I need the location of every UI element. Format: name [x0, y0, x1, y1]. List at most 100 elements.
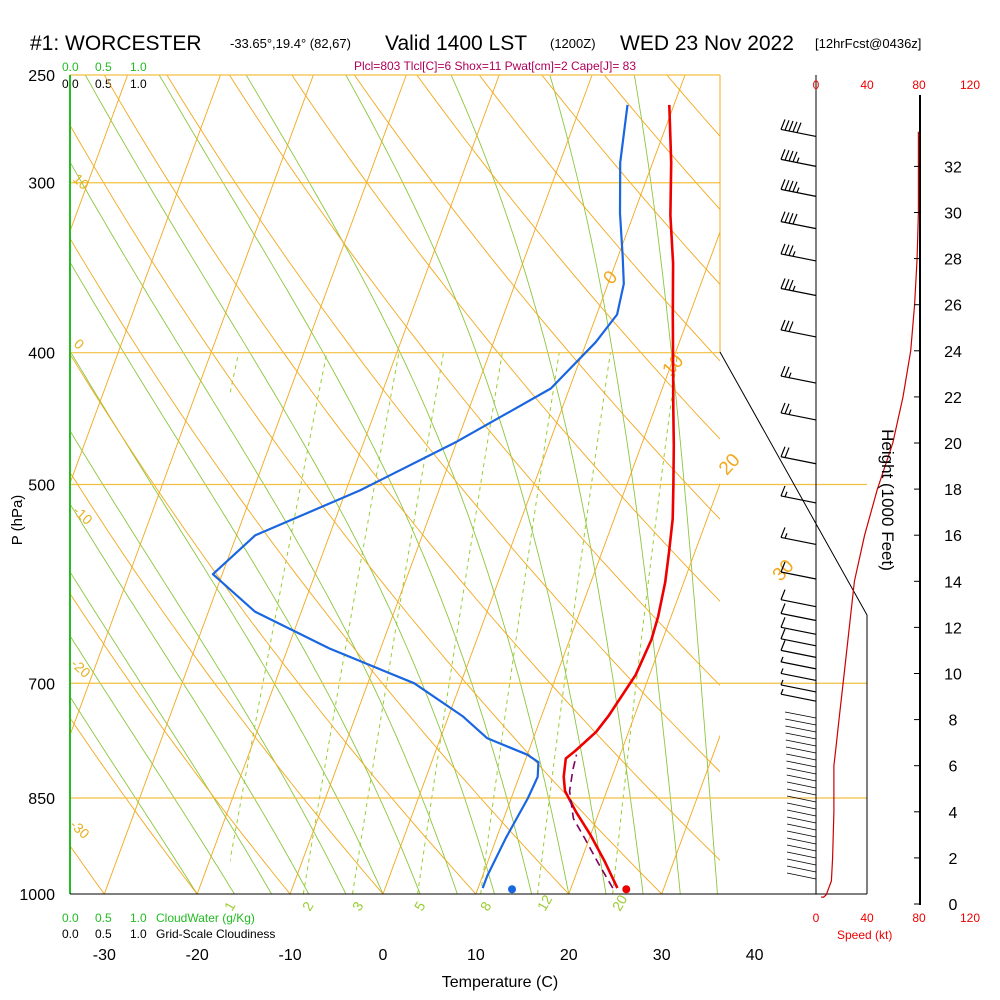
- mixing-ratio-12: [537, 352, 611, 894]
- wind-barb: [780, 628, 817, 647]
- x-tick-0: 0: [379, 947, 388, 964]
- p-tick-400: 400: [28, 346, 55, 363]
- wind-barb: [780, 603, 817, 622]
- low-level-wind-barb: [786, 830, 817, 838]
- dry-adiabat-60: [228, 75, 720, 686]
- parcel-line: [568, 754, 614, 889]
- low-level-wind-barb: [784, 711, 817, 719]
- low-level-wind-barb: [786, 823, 817, 831]
- height-tick-26: 26: [944, 298, 962, 315]
- cloud-tick-black-3: 1.0: [130, 77, 147, 91]
- p-tick-850: 850: [28, 791, 55, 808]
- dry-adiabat--10: [70, 592, 291, 894]
- cloud-tick-green-3: 1.0: [130, 60, 147, 74]
- wind-barb: [780, 278, 817, 297]
- x-tick--10: -10: [279, 947, 302, 964]
- low-level-wind-barb: [786, 753, 817, 761]
- low-level-wind-barb: [786, 767, 817, 775]
- moist-adiabat--16: [70, 634, 235, 894]
- dewpoint-line: [211, 104, 629, 889]
- x-tick--20: -20: [186, 947, 209, 964]
- height-tick-2: 2: [949, 851, 958, 868]
- surface-dewpoint-marker: [508, 885, 517, 894]
- y-axis-title: P (hPa): [9, 495, 26, 546]
- height-tick-28: 28: [944, 252, 962, 269]
- valid-time: Valid 1400 LST: [385, 32, 527, 55]
- low-level-wind-barb: [786, 760, 817, 768]
- speed-tick-bottom-120: 120: [960, 911, 980, 925]
- low-level-wind-barb: [786, 802, 817, 810]
- speed-panel: 0 40 80 120 0 40 80 120 Speed (kt): [813, 78, 981, 942]
- plot-frame: [69, 75, 868, 895]
- forecast-info: [12hrFcst@0436z]: [815, 36, 921, 51]
- mixing-ratio-label-2: 3: [349, 899, 367, 914]
- dry-adiabat-160: [832, 51, 1000, 923]
- isotherm--60: [70, 75, 129, 233]
- low-level-wind-barb: [786, 816, 817, 824]
- cloud-tick-green-2: 0.5: [95, 60, 112, 74]
- height-tick-16: 16: [944, 528, 962, 545]
- speed-tick-top-80: 80: [912, 78, 926, 92]
- low-level-wind-barb: [786, 858, 817, 866]
- low-level-wind-barb: [786, 788, 817, 796]
- dry-adiabat-40: [103, 75, 720, 861]
- mixing-ratio-0.4: [230, 352, 240, 396]
- p-tick-1000: 1000: [19, 887, 55, 904]
- surface-temperature-marker: [622, 885, 631, 894]
- cloud-scale-bottom: 0.0 0.5 1.0 CloudWater (g/Kg) 0.0 0.5 1.…: [62, 911, 275, 941]
- wind-barb: [780, 485, 817, 504]
- wind-barb: [780, 365, 817, 384]
- low-level-wind-barb: [785, 739, 817, 747]
- low-level-wind-barb: [786, 872, 817, 880]
- dry-adiabat-label-0: 10: [70, 170, 92, 192]
- cloud-tick-green-b3: 1.0: [130, 911, 147, 925]
- mixing-ratio-label-6: 20: [609, 892, 631, 914]
- moist-adiabat--4: [70, 429, 347, 894]
- wind-barb: [780, 589, 817, 608]
- mixing-ratio-lines: [230, 352, 679, 894]
- x-tick--30: -30: [93, 947, 116, 964]
- wind-barbs: [780, 119, 817, 880]
- speed-axis-label: Speed (kt): [837, 928, 892, 942]
- dry-adiabats: [0, 51, 1000, 923]
- low-level-wind-barb: [786, 781, 817, 789]
- cloud-tick-black-b2: 0.5: [95, 927, 112, 941]
- height-tick-18: 18: [944, 482, 962, 499]
- temperature-line: [562, 104, 676, 889]
- height-axis-title: Height (1000 Feet): [878, 429, 897, 571]
- height-tick-32: 32: [944, 159, 962, 176]
- dry-adiabat-label-3: -20: [68, 655, 94, 681]
- dry-adiabat-20: [70, 237, 570, 894]
- dry-adiabat--40: [0, 51, 31, 923]
- isotherm-label-2: 20: [715, 450, 745, 480]
- p-tick-700: 700: [28, 676, 55, 693]
- wind-barb: [780, 679, 817, 693]
- low-level-wind-barb: [785, 718, 817, 726]
- cloudwater-label: CloudWater (g/Kg): [156, 911, 255, 925]
- cloudiness-label: Grid-Scale Cloudiness: [156, 927, 275, 941]
- height-tick-30: 30: [944, 206, 962, 223]
- isotherm-label-0: 0: [599, 267, 622, 289]
- dry-adiabat-label-1: 0: [71, 335, 88, 352]
- wind-barb: [780, 149, 817, 167]
- p-tick-300: 300: [28, 176, 55, 193]
- dry-adiabat-90: [416, 75, 720, 440]
- low-level-wind-barb: [786, 809, 817, 817]
- wind-barb: [780, 688, 817, 702]
- dry-adiabat-70: [291, 75, 720, 602]
- cloud-tick-green-b2: 0.5: [95, 911, 112, 925]
- low-level-wind-barb: [786, 865, 817, 873]
- low-level-wind-barb: [786, 795, 817, 803]
- mixing-ratio-2: [302, 352, 400, 894]
- isobars: [70, 74, 867, 895]
- dry-adiabat-30: [70, 124, 663, 894]
- height-tick-20: 20: [944, 436, 962, 453]
- wind-barb: [780, 668, 817, 682]
- x-tick-30: 30: [653, 947, 671, 964]
- x-tick-20: 20: [560, 947, 578, 964]
- height-tick-22: 22: [944, 390, 962, 407]
- height-tick-4: 4: [949, 805, 958, 822]
- mixing-ratio-label-4: 8: [477, 899, 495, 914]
- moist-adiabat-16: [158, 75, 533, 894]
- height-tick-12: 12: [944, 620, 962, 637]
